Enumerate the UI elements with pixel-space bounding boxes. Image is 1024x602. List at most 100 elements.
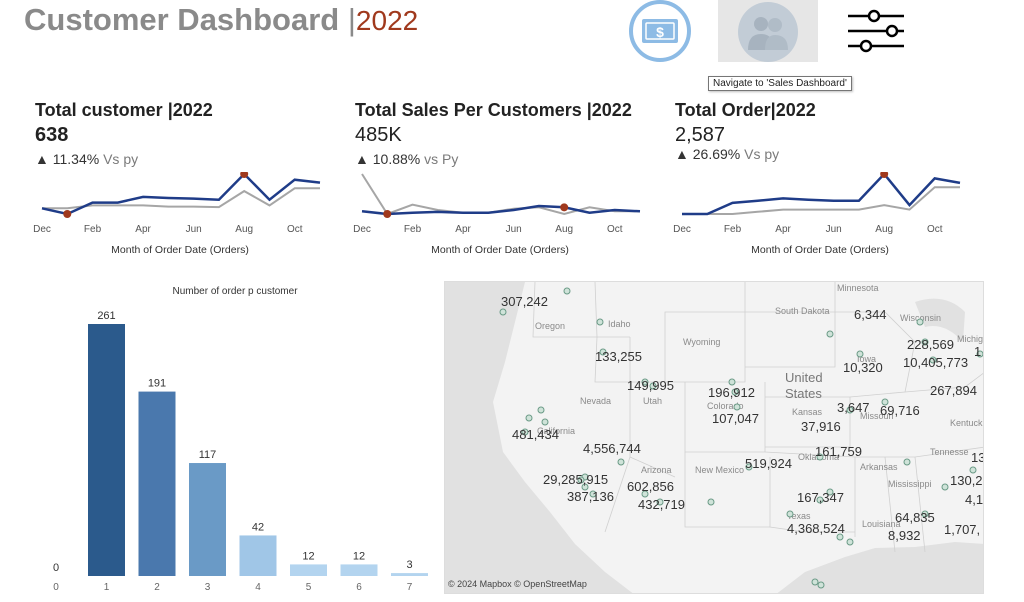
region-label: Kentuck [950, 418, 983, 428]
kpi-total-customer-sparkline[interactable]: DecFebAprJunAugOctDecMonth of Order Date… [30, 172, 330, 257]
city-marker[interactable] [969, 466, 977, 474]
map-value-label: 3,647 [837, 400, 870, 415]
map-value-label: 267,894 [930, 383, 977, 398]
kpi-total-order-sparkline[interactable]: DecFebAprJunAugOctDecMonth of Order Date… [670, 172, 970, 257]
city-marker[interactable] [731, 388, 739, 396]
bar-x-tick: 3 [205, 582, 211, 593]
city-marker[interactable] [941, 483, 949, 491]
spark-previous-line [42, 187, 320, 210]
city-marker[interactable] [563, 287, 571, 295]
city-marker[interactable] [811, 578, 819, 586]
city-marker[interactable] [817, 581, 825, 589]
kpi-sales-per-customer-value: 485K [355, 124, 402, 146]
bar-value-label: 3 [406, 559, 412, 571]
city-marker[interactable] [581, 483, 589, 491]
city-marker[interactable] [537, 406, 545, 414]
spark-marker[interactable] [63, 210, 72, 218]
spark-marker[interactable] [560, 203, 569, 212]
kpi-total-order-delta: ▲ 26.69% Vs py [675, 146, 779, 162]
city-marker[interactable] [816, 496, 824, 504]
city-marker[interactable] [577, 476, 585, 484]
city-marker[interactable] [826, 488, 834, 496]
city-marker[interactable] [826, 330, 834, 338]
city-marker[interactable] [641, 490, 649, 498]
city-marker[interactable] [589, 490, 597, 498]
spark-x-tick: Apr [455, 224, 471, 235]
city-marker[interactable] [728, 378, 736, 386]
spark-current-line [682, 172, 961, 216]
bar[interactable] [290, 564, 327, 576]
city-marker[interactable] [903, 458, 911, 466]
region-label: South Dakota [775, 306, 830, 316]
bar[interactable] [391, 573, 428, 576]
city-marker[interactable] [499, 308, 507, 316]
region-label: Colorado [707, 401, 744, 411]
bar[interactable] [340, 564, 378, 576]
delta-vs-label: vs Py [424, 151, 459, 167]
city-marker[interactable] [599, 348, 607, 356]
map-canvas: Minnesota South Dakota Wisconsin Michiga… [445, 282, 983, 593]
map-value-label: 307,242 [501, 294, 548, 309]
bar-x-tick: 4 [255, 582, 261, 593]
map-value-label: 10,405,773 [903, 355, 968, 370]
city-marker[interactable] [786, 510, 794, 518]
map-value-label: 6,344 [854, 307, 887, 322]
spark-marker[interactable] [240, 172, 249, 178]
map-value-label: 69,716 [880, 403, 920, 418]
city-marker[interactable] [745, 463, 753, 471]
city-marker[interactable] [921, 338, 929, 346]
bar-x-tick: 7 [407, 582, 413, 593]
orders-per-customer-bar-chart[interactable]: Number of order p customer 0 0 261 1 191 2 117… [30, 280, 440, 595]
map-value-label: 1,707, [944, 522, 980, 537]
kpi-total-customer-value: 638 [35, 124, 69, 146]
city-marker[interactable] [649, 382, 657, 390]
spark-x-tick: Apr [775, 224, 791, 235]
spark-marker[interactable] [383, 210, 392, 218]
region-label: Nevada [580, 396, 611, 406]
bar[interactable] [189, 463, 226, 576]
bar-x-tick: 6 [356, 582, 362, 593]
bar[interactable] [239, 535, 277, 576]
city-marker[interactable] [856, 350, 864, 358]
sales-by-city-map[interactable]: Minnesota South Dakota Wisconsin Michiga… [444, 281, 984, 594]
city-marker[interactable] [617, 458, 625, 466]
title-separator: | [347, 2, 356, 37]
city-marker[interactable] [836, 533, 844, 541]
city-marker[interactable] [525, 414, 533, 422]
bar-chart-title: Number of order p customer [172, 286, 298, 297]
city-marker[interactable] [707, 498, 715, 506]
city-marker[interactable] [921, 510, 929, 518]
city-marker[interactable] [596, 318, 604, 326]
city-marker[interactable] [521, 428, 529, 436]
region-label: United [785, 370, 823, 385]
region-label: Kansas [792, 407, 823, 417]
delta-value: ▲ 11.34% [35, 151, 100, 167]
region-label: Louisiana [862, 519, 901, 529]
city-marker[interactable] [976, 350, 983, 358]
city-marker[interactable] [541, 418, 549, 426]
city-marker[interactable] [881, 398, 889, 406]
map-value-label: 64,835 [895, 510, 935, 525]
city-marker[interactable] [916, 318, 924, 326]
city-marker[interactable] [733, 403, 741, 411]
city-marker[interactable] [929, 356, 937, 364]
bar[interactable] [88, 324, 125, 576]
bar-value-label: 117 [199, 449, 217, 461]
kpi-sales-per-customer-sparkline[interactable]: DecFebAprJunAugOctDecMonth of Order Date… [350, 172, 650, 257]
bar[interactable] [138, 391, 176, 576]
city-marker[interactable] [641, 378, 649, 386]
spark-x-tick: Oct [287, 224, 303, 235]
customer-dashboard-nav-button[interactable] [718, 0, 818, 62]
city-marker[interactable] [816, 453, 824, 461]
dollar-bill-icon: $ [629, 0, 691, 62]
filter-toggle-button[interactable] [830, 0, 930, 62]
region-label: Minnesota [837, 283, 879, 293]
city-marker[interactable] [656, 498, 664, 506]
city-marker[interactable] [846, 538, 854, 546]
map-value-label: 8,932 [888, 528, 921, 543]
page-title-text: Customer Dashboard [24, 2, 340, 37]
spark-marker[interactable] [880, 172, 889, 178]
spark-x-tick: Jun [826, 224, 842, 235]
city-marker[interactable] [846, 406, 854, 414]
sales-dashboard-nav-button[interactable]: $ [620, 0, 720, 62]
